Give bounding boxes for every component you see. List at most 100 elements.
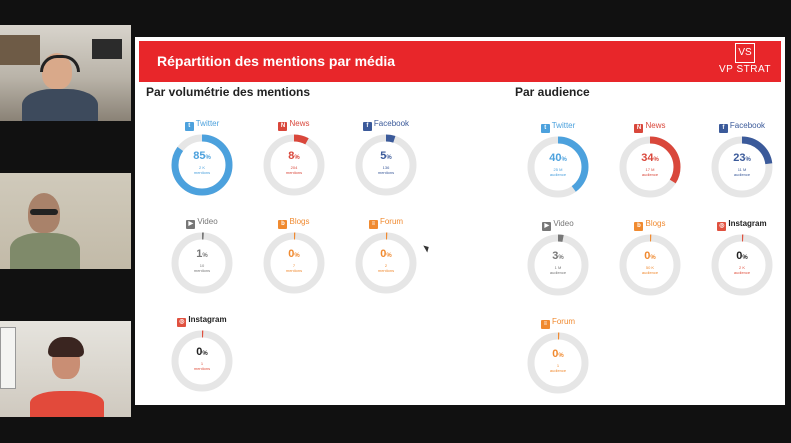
right-donut-forum	[527, 332, 589, 394]
left-name-instagram: Instagram	[188, 315, 227, 324]
right-name-blogs: Blogs	[645, 219, 666, 228]
right-donut-arc-blogs	[619, 234, 681, 296]
left-value-video: 10	[199, 263, 205, 268]
right-label-news: N News	[605, 121, 695, 133]
left-label-blogs: b Blogs	[249, 217, 339, 229]
right-unit-twitter: audience	[549, 172, 567, 177]
right-donut-arc-news	[619, 136, 681, 198]
news-icon: N	[278, 122, 288, 131]
left-value-news: 204	[290, 165, 298, 170]
facebook-icon: f	[718, 124, 728, 133]
right-value-blogs: 50 K	[645, 265, 655, 270]
left-donut-arc-instagram	[171, 330, 233, 392]
right-donut-arc-twitter	[527, 136, 589, 198]
left-donut-news	[263, 134, 325, 196]
left-unit-facebook: mentions	[377, 170, 395, 175]
right-label-facebook: f Facebook	[697, 121, 787, 133]
participant-body-3	[30, 391, 104, 417]
video-icon: ▶	[186, 220, 196, 229]
right-name-news: News	[645, 121, 666, 130]
left-label-twitter: t Twitter	[157, 119, 247, 131]
instagram-icon: ◎	[717, 222, 727, 231]
left-label-news: N News	[249, 119, 339, 131]
right-donut-video	[527, 234, 589, 296]
left-item-news: N News 8% 204 mentions	[249, 119, 339, 209]
left-center-news: 8% 204 mentions	[262, 133, 326, 197]
left-name-twitter: Twitter	[195, 119, 220, 128]
left-item-facebook: f Facebook 5% 136 mentions	[341, 119, 431, 209]
participant-tile-2[interactable]	[0, 173, 131, 269]
participant-tile-1[interactable]	[0, 25, 131, 121]
right-name-video: Video	[553, 219, 574, 228]
right-donut-arc-forum	[527, 332, 589, 394]
right-label-twitter: t Twitter	[513, 121, 603, 133]
right-value-facebook: 11 M	[737, 167, 747, 172]
left-value-blogs: 7	[292, 263, 296, 268]
left-unit-twitter: mentions	[193, 170, 211, 175]
office-shelf	[0, 35, 40, 65]
shared-slide: Répartition des mentions par média VS VP…	[135, 37, 785, 405]
twitter-icon: t	[184, 122, 194, 131]
left-donut-blogs	[263, 232, 325, 294]
right-value-video: 1 M	[554, 265, 562, 270]
left-percent-twitter: 85%	[193, 150, 211, 162]
left-unit-news: mentions	[285, 170, 303, 175]
left-percent-facebook: 5%	[380, 150, 392, 162]
left-donut-facebook	[355, 134, 417, 196]
left-percent-instagram: 0%	[196, 346, 208, 358]
left-value-facebook: 136	[382, 165, 390, 170]
left-percent-blogs: 0%	[288, 248, 300, 260]
right-donut-arc-instagram	[711, 234, 773, 296]
right-item-forum: ≡ Forum 0% 1 audience	[513, 317, 603, 407]
participant-tile-3[interactable]	[0, 321, 131, 417]
left-label-facebook: f Facebook	[341, 119, 431, 131]
left-label-video: ▶ Video	[157, 217, 247, 229]
right-name-facebook: Facebook	[729, 121, 766, 130]
left-name-forum: Forum	[379, 217, 404, 226]
left-donut-arc-facebook	[355, 134, 417, 196]
vpstrat-logo-mark: VS	[735, 43, 755, 63]
right-donut-news	[619, 136, 681, 198]
left-donut-video	[171, 232, 233, 294]
right-value-news: 17 M	[645, 167, 655, 172]
left-percent-video: 1%	[196, 248, 208, 260]
left-donut-instagram	[171, 330, 233, 392]
left-item-instagram: ◎ Instagram 0% 1 mentions	[157, 315, 247, 405]
video-icon: ▶	[542, 222, 552, 231]
right-name-instagram: Instagram	[728, 219, 767, 228]
left-donut-arc-twitter	[171, 134, 233, 196]
left-value-forum: 2	[384, 263, 388, 268]
left-unit-blogs: mentions	[285, 268, 303, 273]
right-unit-forum: audience	[549, 368, 567, 373]
right-percent-video: 3%	[552, 250, 564, 262]
left-donut-twitter	[171, 134, 233, 196]
left-donut-arc-blogs	[263, 232, 325, 294]
right-donut-arc-video	[527, 234, 589, 296]
right-name-forum: Forum	[551, 317, 576, 326]
left-label-instagram: ◎ Instagram	[157, 315, 247, 327]
left-label-forum: ≡ Forum	[341, 217, 431, 229]
left-center-instagram: 0% 1 mentions	[170, 329, 234, 393]
right-value-instagram: 2 K	[738, 265, 745, 270]
participant-body-1	[22, 89, 98, 121]
right-percent-news: 34%	[641, 152, 659, 164]
right-label-blogs: b Blogs	[605, 219, 695, 231]
right-label-instagram: ◎ Instagram	[697, 219, 787, 231]
blogs-icon: b	[278, 220, 288, 229]
left-percent-news: 8%	[288, 150, 300, 162]
window	[0, 327, 16, 389]
glasses	[30, 209, 58, 215]
left-donut-arc-news	[263, 134, 325, 196]
right-donut-instagram	[711, 234, 773, 296]
brand-name: VP STRAT	[719, 64, 771, 75]
right-donut-twitter	[527, 136, 589, 198]
left-section-title: Par volumétrie des mentions	[146, 85, 311, 99]
